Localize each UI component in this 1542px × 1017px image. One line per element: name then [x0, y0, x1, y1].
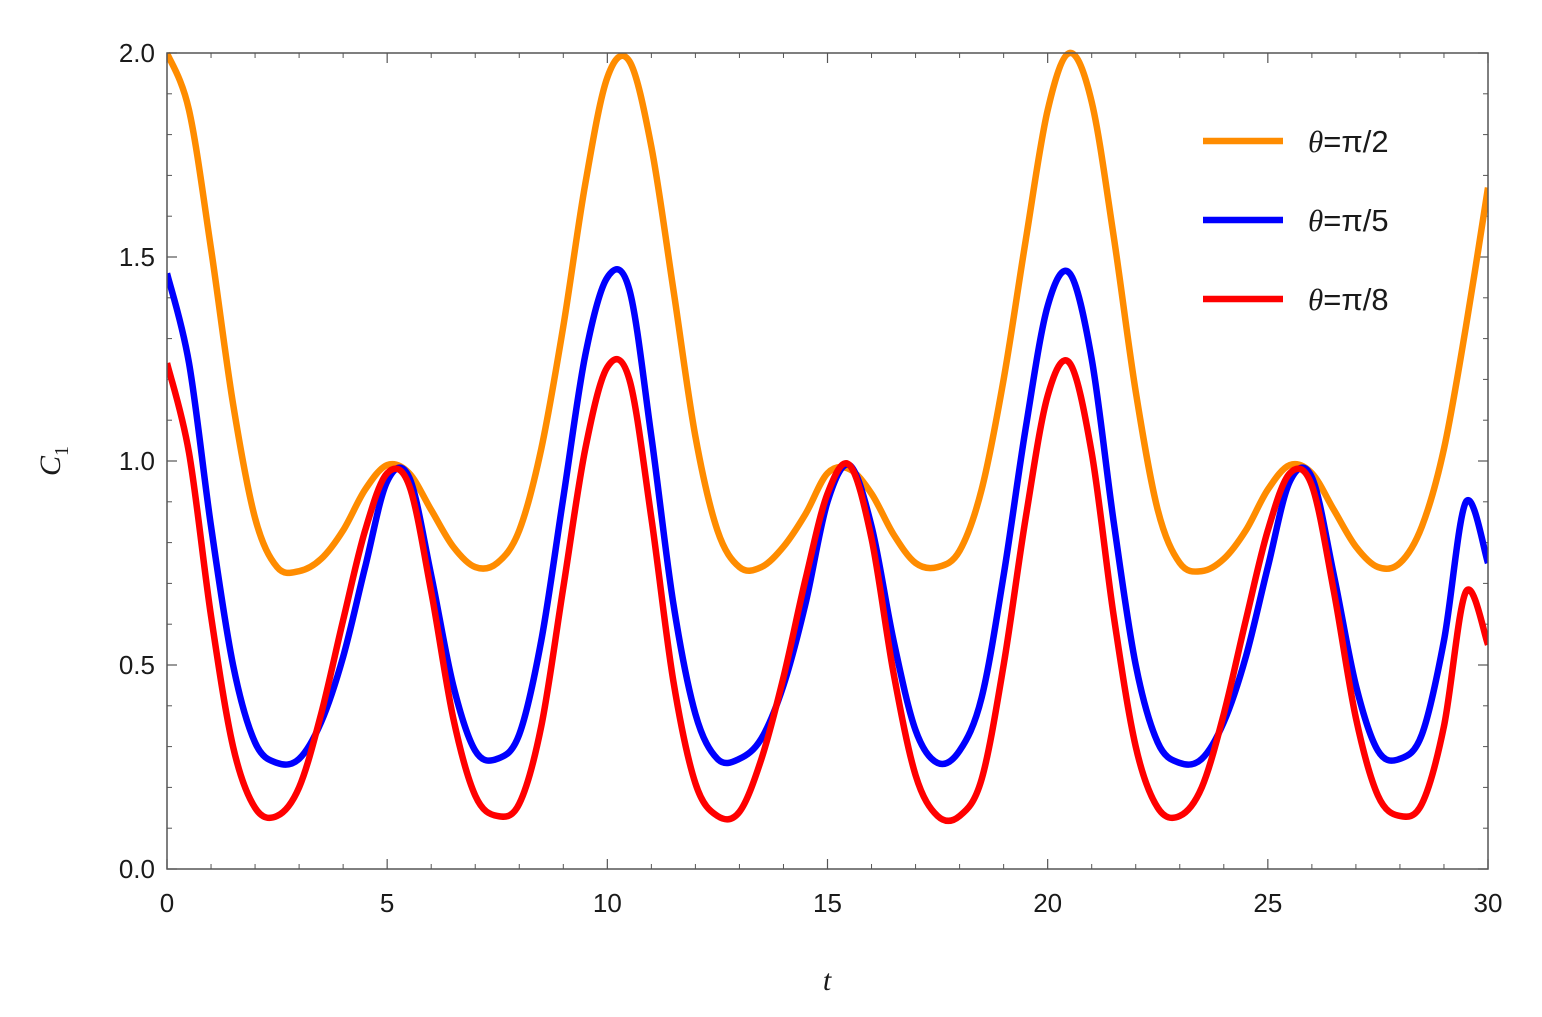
y-tick-label: 2.0 [119, 38, 155, 68]
legend-label: θ=π/5 [1308, 203, 1389, 238]
y-tick-label: 1.0 [119, 446, 155, 476]
x-tick-label: 5 [380, 888, 394, 918]
x-tick-label: 20 [1033, 888, 1062, 918]
legend-label-value: =π/2 [1323, 124, 1388, 159]
legend-label-symbol: θ [1308, 124, 1323, 159]
legend-label: θ=π/2 [1308, 124, 1389, 159]
y-axis-title-subscript: 1 [51, 446, 73, 456]
legend: θ=π/2θ=π/5θ=π/8 [1203, 124, 1389, 317]
minor-ticks [167, 53, 1488, 869]
major-ticks [166, 52, 1489, 870]
y-tick-label: 1.5 [119, 242, 155, 272]
x-tick-label: 10 [593, 888, 622, 918]
y-tick-label: 0.0 [119, 854, 155, 884]
x-tick-labels: 0 5 10 15 20 25 30 [160, 888, 1503, 918]
plot-frame [166, 52, 1489, 870]
y-tick-label: 0.5 [119, 650, 155, 680]
legend-label-value: =π/5 [1323, 203, 1388, 238]
legend-label-symbol: θ [1308, 282, 1323, 317]
series-line [167, 266, 1488, 768]
legend-label: θ=π/8 [1308, 282, 1389, 317]
y-axis-title: C1 [34, 446, 73, 476]
legend-label-symbol: θ [1308, 203, 1323, 238]
x-axis-title: t [823, 964, 832, 997]
series-line [167, 356, 1488, 825]
x-tick-label: 15 [813, 888, 842, 918]
x-tick-label: 30 [1474, 888, 1503, 918]
y-tick-labels: 0.0 0.5 1.0 1.5 2.0 [119, 38, 155, 884]
x-tick-label: 25 [1253, 888, 1282, 918]
series-layer [167, 49, 1488, 825]
legend-label-value: =π/8 [1323, 282, 1388, 317]
x-tick-label: 0 [160, 888, 174, 918]
series-line [167, 49, 1488, 577]
